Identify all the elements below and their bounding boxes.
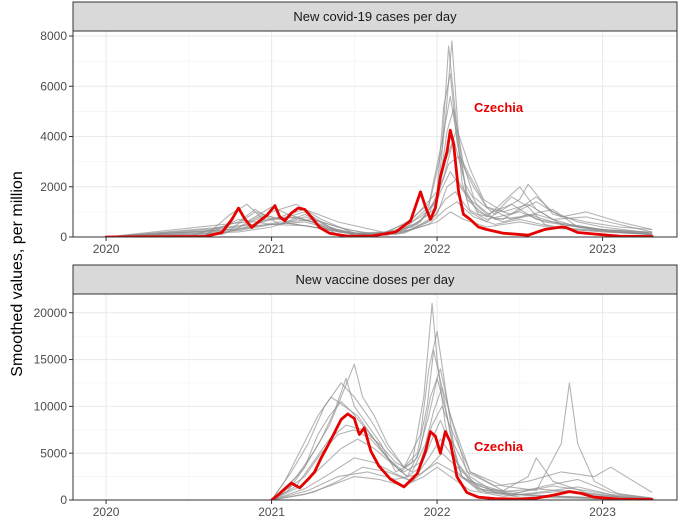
series-line-country-4 xyxy=(271,377,653,500)
y-tick-label: 2000 xyxy=(40,180,67,194)
series-line-country-10 xyxy=(271,452,653,500)
x-tick-label: 2022 xyxy=(424,242,451,256)
series-line-country-6 xyxy=(271,382,653,500)
series-line-country-6 xyxy=(106,128,653,237)
y-tick-label: 10000 xyxy=(34,400,68,414)
x-tick-label: 2021 xyxy=(258,242,285,256)
x-tick-label: 2022 xyxy=(424,505,451,519)
panel-border xyxy=(72,30,678,238)
panel-border xyxy=(72,293,678,501)
series-line-country-5 xyxy=(271,368,653,500)
y-tick-label: 6000 xyxy=(40,79,67,93)
series-label-czechia: Czechia xyxy=(474,439,524,454)
series-line-country-11 xyxy=(271,466,653,500)
y-tick-label: 20000 xyxy=(34,306,68,320)
panel-1: New covid-19 cases per day Czechia 0 2000 40… xyxy=(40,1,678,256)
y-axis-label: Smoothed values, per million xyxy=(9,171,26,376)
x-tick-label: 2020 xyxy=(93,242,120,256)
y-tick-label: 0 xyxy=(60,230,67,244)
series-line-country-7 xyxy=(106,138,653,237)
y-tick-label: 0 xyxy=(60,493,67,507)
y-tick-label: 5000 xyxy=(40,446,67,460)
x-tick-label: 2020 xyxy=(93,505,120,519)
series-line-czechia xyxy=(270,412,654,500)
series-line-country-8 xyxy=(271,419,653,500)
x-tick-label: 2023 xyxy=(589,242,616,256)
y-tick-label: 15000 xyxy=(34,353,68,367)
x-tick-label: 2021 xyxy=(258,505,285,519)
series-line-country-7 xyxy=(271,405,653,500)
series-group xyxy=(104,40,654,237)
series-line-country-13 xyxy=(106,211,653,237)
series-line-country-8 xyxy=(106,156,653,237)
strip-title: New vaccine doses per day xyxy=(296,272,455,287)
y-tick-label: 8000 xyxy=(40,29,67,43)
x-tick-label: 2023 xyxy=(589,505,616,519)
series-line-country-11 xyxy=(106,191,653,237)
series-group xyxy=(270,302,654,500)
strip-title: New covid-19 cases per day xyxy=(293,9,457,24)
y-tick-label: 4000 xyxy=(40,130,67,144)
series-label-czechia: Czechia xyxy=(474,100,524,115)
strip-background xyxy=(72,264,678,295)
series-line-czechia xyxy=(104,128,654,237)
strip-background xyxy=(72,1,678,32)
plot-background xyxy=(73,31,677,237)
panel-2: New vaccine doses per day Czechia 0 5000 100… xyxy=(34,264,678,519)
series-line-country-12 xyxy=(271,461,653,500)
plot-background xyxy=(73,294,677,500)
